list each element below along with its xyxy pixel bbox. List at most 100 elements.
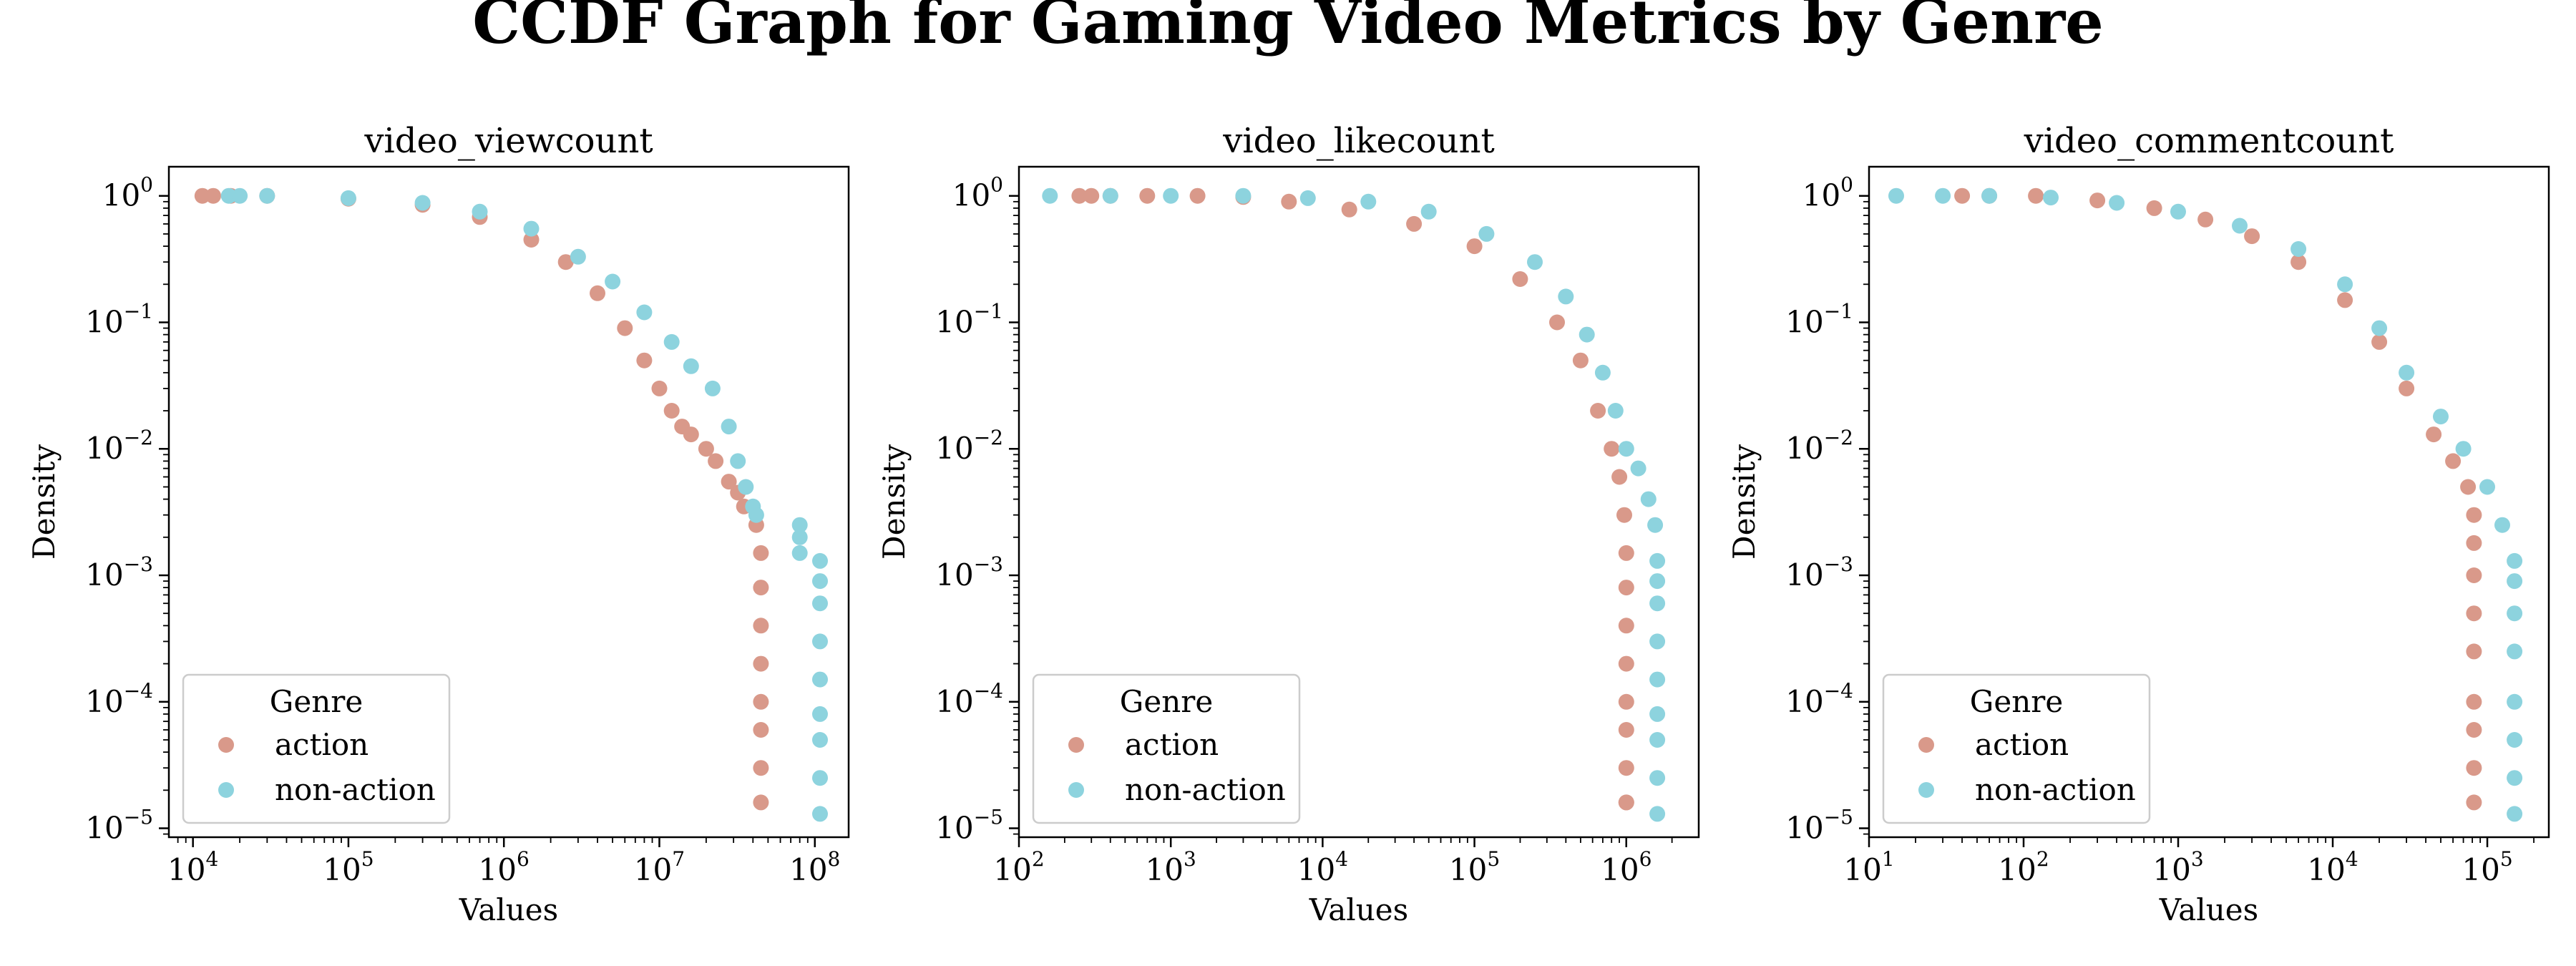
data-point	[1594, 364, 1611, 381]
data-point	[1618, 693, 1634, 710]
data-point	[753, 545, 769, 561]
data-point	[1604, 441, 1620, 457]
data-point	[663, 333, 680, 350]
data-point	[1299, 190, 1316, 206]
x-axis: 102 103 104 105 106	[993, 837, 1673, 887]
data-point	[259, 187, 275, 204]
data-point	[2197, 211, 2214, 228]
data-point	[1611, 469, 1628, 485]
data-point	[1618, 580, 1634, 596]
data-point	[2433, 409, 2449, 425]
data-point	[753, 760, 769, 776]
data-point	[738, 479, 754, 495]
y-axis-label: Density	[1727, 444, 1762, 560]
data-point	[2043, 190, 2059, 206]
x-tick-label: 105	[2462, 847, 2512, 887]
data-point	[1163, 187, 1179, 204]
legend-title: Genre	[270, 684, 363, 719]
data-point	[1649, 595, 1666, 612]
data-point	[1558, 288, 1574, 305]
data-point	[340, 190, 356, 206]
y-tick-label: 10−3	[1785, 552, 1853, 592]
data-point	[791, 529, 808, 545]
series-non-action	[1888, 187, 2523, 822]
data-point	[523, 232, 540, 248]
data-point	[1649, 732, 1666, 748]
y-axis: 100 10−1 10−2 10−3 10−4 10−5	[1785, 173, 1869, 846]
data-point	[617, 320, 633, 336]
data-point	[1235, 187, 1252, 204]
data-point	[651, 380, 668, 396]
data-point	[791, 545, 808, 561]
data-point	[1139, 187, 1156, 204]
y-axis: 100 10−1 10−2 10−3 10−4 10−5	[935, 173, 1019, 846]
data-point	[1572, 352, 1589, 369]
x-tick-label: 102	[1998, 847, 2049, 887]
data-point	[812, 806, 828, 822]
y-axis-label: Density	[26, 444, 62, 560]
data-point	[748, 507, 764, 523]
data-point	[2507, 643, 2523, 660]
data-point	[1420, 203, 1437, 220]
data-point	[1649, 770, 1666, 786]
y-tick-label: 100	[1802, 173, 1853, 213]
data-point	[2371, 320, 2388, 336]
data-point	[1647, 517, 1664, 533]
legend-box	[182, 673, 451, 824]
data-point	[1607, 403, 1624, 419]
data-point	[1888, 187, 1904, 204]
data-point	[605, 273, 621, 290]
legend-marker	[1918, 782, 1934, 798]
x-axis-label: Values	[2159, 892, 2258, 927]
series-non-action	[1042, 187, 1666, 822]
y-tick-label: 100	[952, 173, 1003, 213]
data-point	[1649, 671, 1666, 688]
x-tick-label: 108	[789, 847, 840, 887]
data-point	[557, 254, 574, 270]
data-point	[2170, 203, 2186, 220]
data-point	[1649, 806, 1666, 822]
x-tick-label: 105	[1449, 847, 1500, 887]
data-point	[2426, 426, 2442, 443]
y-tick-label: 10−5	[1785, 806, 1853, 846]
data-point	[683, 358, 699, 374]
data-point	[1406, 215, 1423, 232]
y-tick-label: 10−3	[85, 552, 153, 592]
legend: Genre action non-action	[1882, 673, 2151, 824]
data-point	[2507, 770, 2523, 786]
data-point	[1618, 441, 1634, 457]
y-tick-label: 10−4	[935, 679, 1003, 719]
legend-box	[1032, 673, 1301, 824]
figure-title: CCDF Graph for Gaming Video Metrics by G…	[472, 0, 2103, 57]
scatter-points	[1042, 187, 1666, 822]
data-point	[1649, 633, 1666, 650]
x-tick-label: 103	[2152, 847, 2203, 887]
data-point	[683, 426, 699, 443]
data-point	[2445, 453, 2462, 469]
data-point	[1954, 187, 1971, 204]
x-axis-label: Values	[459, 892, 558, 927]
data-point	[730, 453, 746, 469]
data-point	[2290, 241, 2307, 257]
data-point	[721, 419, 737, 435]
data-point	[812, 633, 828, 650]
y-tick-label: 10−4	[85, 679, 153, 719]
data-point	[2507, 552, 2523, 569]
scatter-points	[194, 187, 828, 822]
x-tick-label: 102	[993, 847, 1044, 887]
data-point	[220, 187, 237, 204]
data-point	[1649, 552, 1666, 569]
data-point	[753, 655, 769, 672]
panel-title: video_viewcount	[364, 121, 653, 161]
data-point	[2466, 567, 2482, 583]
data-point	[2479, 479, 2495, 495]
legend-marker	[1068, 782, 1084, 798]
data-point	[704, 380, 721, 396]
x-tick-label: 105	[323, 847, 374, 887]
y-tick-label: 100	[102, 173, 153, 213]
y-tick-label: 10−2	[935, 426, 1003, 466]
x-axis: 104 105 106 107 108	[167, 837, 840, 887]
data-point	[414, 195, 431, 211]
legend-label: action	[1975, 727, 2069, 762]
data-point	[753, 693, 769, 710]
